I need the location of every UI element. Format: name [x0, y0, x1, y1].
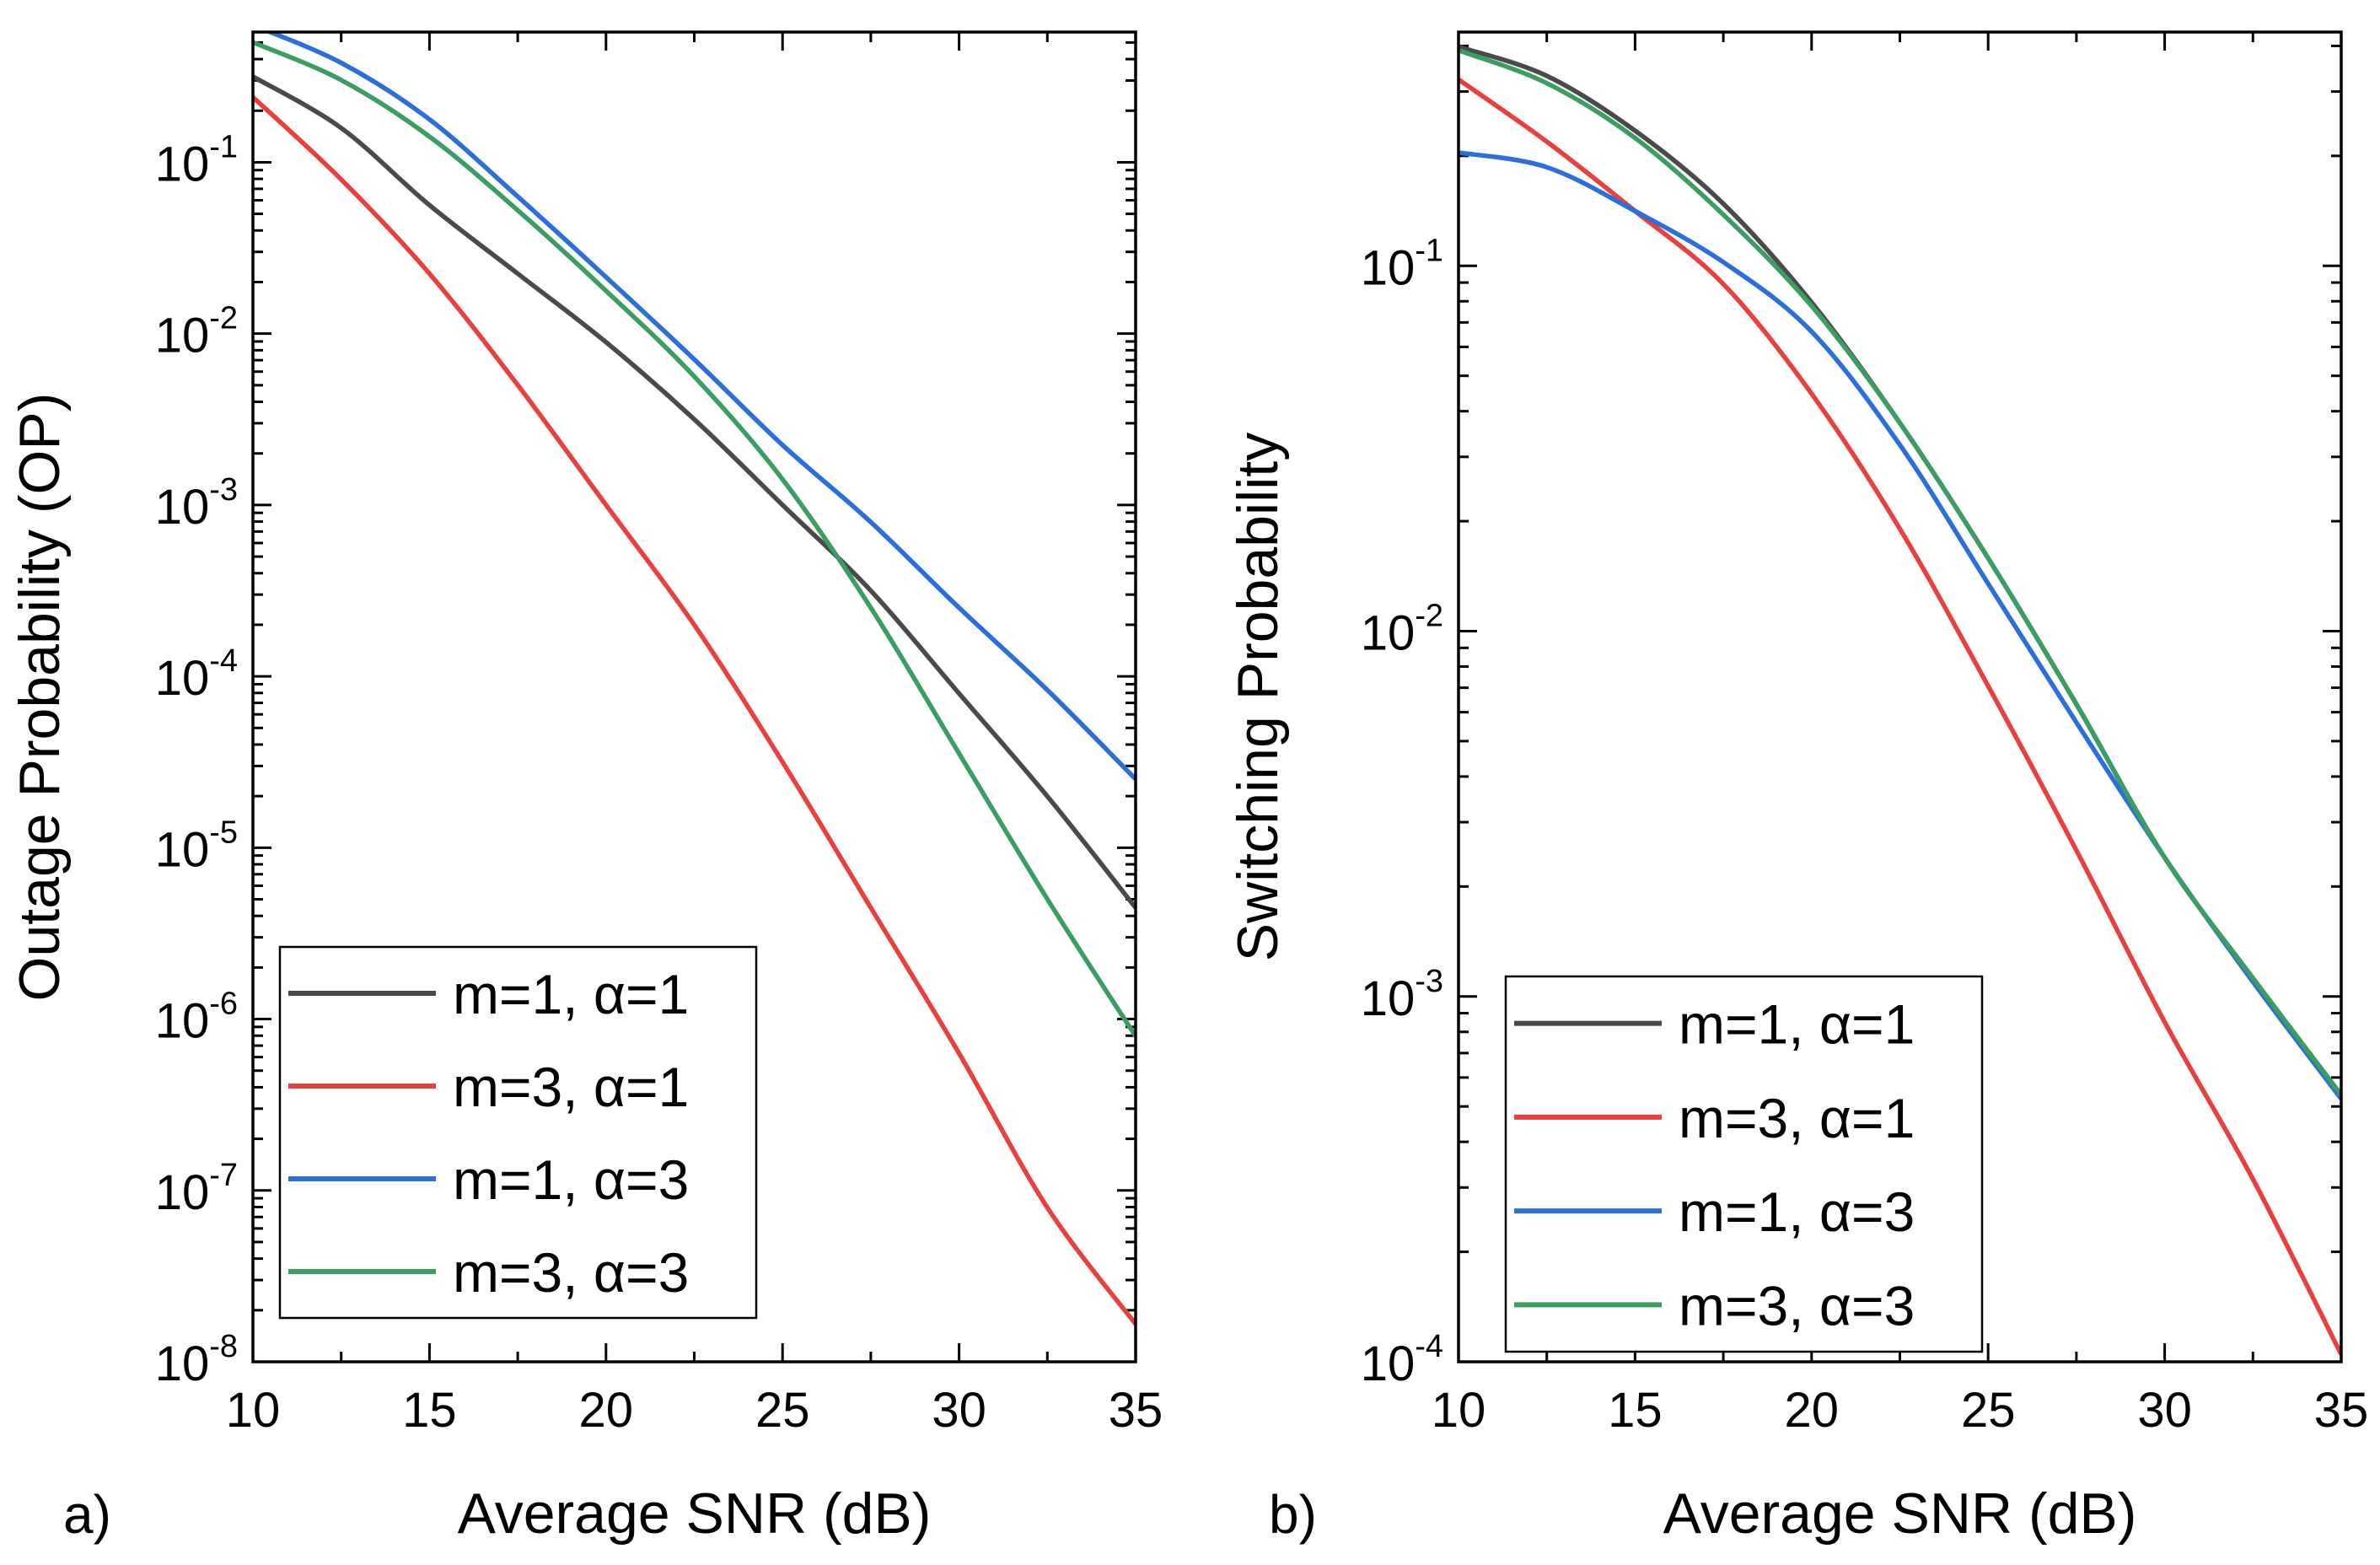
y-tick-exponent: -1	[1415, 233, 1443, 268]
panel-label: a)	[63, 1484, 111, 1545]
x-axis-label: Average SNR (dB)	[458, 1482, 932, 1546]
series-lines	[1459, 44, 2341, 1356]
series-line-1	[1459, 44, 2341, 1097]
x-tick-label: 30	[2137, 1383, 2192, 1438]
x-tick-label: 20	[1785, 1383, 1840, 1438]
x-tick-label: 35	[2314, 1383, 2369, 1438]
y-tick-base: 10	[155, 651, 210, 706]
x-tick-label: 30	[932, 1383, 986, 1438]
y-axis-label: Outage Probability (OP)	[8, 393, 72, 1002]
legend-label: m=1, α=1	[453, 963, 689, 1025]
y-tick-exponent: -3	[209, 472, 238, 508]
y-tick-label: 10-6	[155, 987, 238, 1049]
y-axis-label: Switching Probability	[1226, 433, 1290, 961]
legend-box	[1504, 975, 1984, 1353]
y-tick-exponent: -8	[209, 1329, 238, 1364]
legend-label: m=3, α=3	[1679, 1274, 1915, 1336]
y-tick-base: 10	[1361, 606, 1416, 661]
y-tick-exponent: -6	[209, 987, 238, 1022]
y-tick-label: 10-3	[155, 472, 238, 535]
y-tick-label: 10-2	[155, 301, 238, 363]
y-tick-label: 10-5	[155, 815, 238, 877]
x-tick-label: 25	[755, 1383, 810, 1438]
y-tick-exponent: -4	[209, 643, 238, 679]
x-tick-label: 35	[1109, 1383, 1163, 1438]
series-lines	[253, 32, 1136, 1326]
y-tick-exponent: -2	[1415, 599, 1443, 634]
y-tick-exponent: -1	[209, 129, 238, 164]
axis-ticks	[251, 32, 1137, 1363]
y-tick-exponent: -5	[209, 815, 238, 850]
y-tick-label: 10-4	[155, 643, 238, 706]
legend-label: m=1, α=3	[453, 1148, 689, 1211]
x-tick-label: 15	[402, 1383, 457, 1438]
x-tick-label: 25	[1961, 1383, 2016, 1438]
y-tick-base: 10	[1361, 1336, 1416, 1391]
plot-frame	[1457, 30, 2343, 1363]
y-tick-label: 10-8	[155, 1329, 238, 1391]
y-tick-base: 10	[155, 480, 210, 535]
plot-frame	[251, 30, 1137, 1363]
y-tick-base: 10	[155, 137, 210, 191]
y-tick-base: 10	[155, 309, 210, 363]
legend: m=1, α=1 m=3, α=1 m=1, α=3 m=3, α=3	[278, 945, 758, 1320]
x-tick-label: 15	[1608, 1383, 1663, 1438]
y-tick-exponent: -7	[209, 1158, 238, 1193]
legend-label: m=1, α=3	[1679, 1180, 1915, 1243]
legend-label: m=3, α=1	[453, 1056, 689, 1118]
legend-label: m=3, α=3	[453, 1241, 689, 1304]
series-line-4	[1459, 48, 2341, 1097]
x-tick-label: 10	[226, 1383, 281, 1438]
series-line-4	[253, 40, 1136, 1038]
legend: m=1, α=1 m=3, α=1 m=1, α=3 m=3, α=3	[1504, 975, 1984, 1353]
y-tick-label: 10-2	[1361, 599, 1443, 661]
y-tick-label: 10-4	[1361, 1329, 1443, 1391]
y-tick-label: 10-1	[155, 129, 238, 191]
series-line-3	[1459, 150, 2341, 1100]
y-tick-exponent: -4	[1415, 1329, 1443, 1364]
y-tick-base: 10	[155, 1336, 210, 1391]
x-tick-label: 20	[579, 1383, 634, 1438]
y-tick-base: 10	[155, 1165, 210, 1220]
panel-outage-probability: 10 15 20 25 30 3510-110-210-310-410-510-610-7…	[8, 30, 1163, 1546]
y-tick-label: 10-7	[155, 1158, 238, 1220]
y-tick-base: 10	[1361, 971, 1416, 1026]
series-line-3	[263, 32, 1136, 781]
y-tick-exponent: -2	[209, 301, 238, 336]
legend-label: m=1, α=1	[1679, 993, 1915, 1056]
y-tick-base: 10	[155, 822, 210, 877]
y-tick-base: 10	[1361, 240, 1416, 295]
y-tick-base: 10	[155, 994, 210, 1049]
legend-label: m=3, α=1	[1679, 1087, 1915, 1149]
panel-label: b)	[1269, 1484, 1317, 1545]
x-axis-label: Average SNR (dB)	[1663, 1482, 2137, 1546]
y-tick-exponent: -3	[1415, 964, 1443, 999]
x-tick-label: 10	[1432, 1383, 1486, 1438]
y-tick-label: 10-1	[1361, 233, 1443, 295]
legend-box	[278, 945, 758, 1320]
y-tick-label: 10-3	[1361, 964, 1443, 1026]
series-line-2	[253, 95, 1136, 1326]
series-line-1	[253, 74, 1136, 910]
